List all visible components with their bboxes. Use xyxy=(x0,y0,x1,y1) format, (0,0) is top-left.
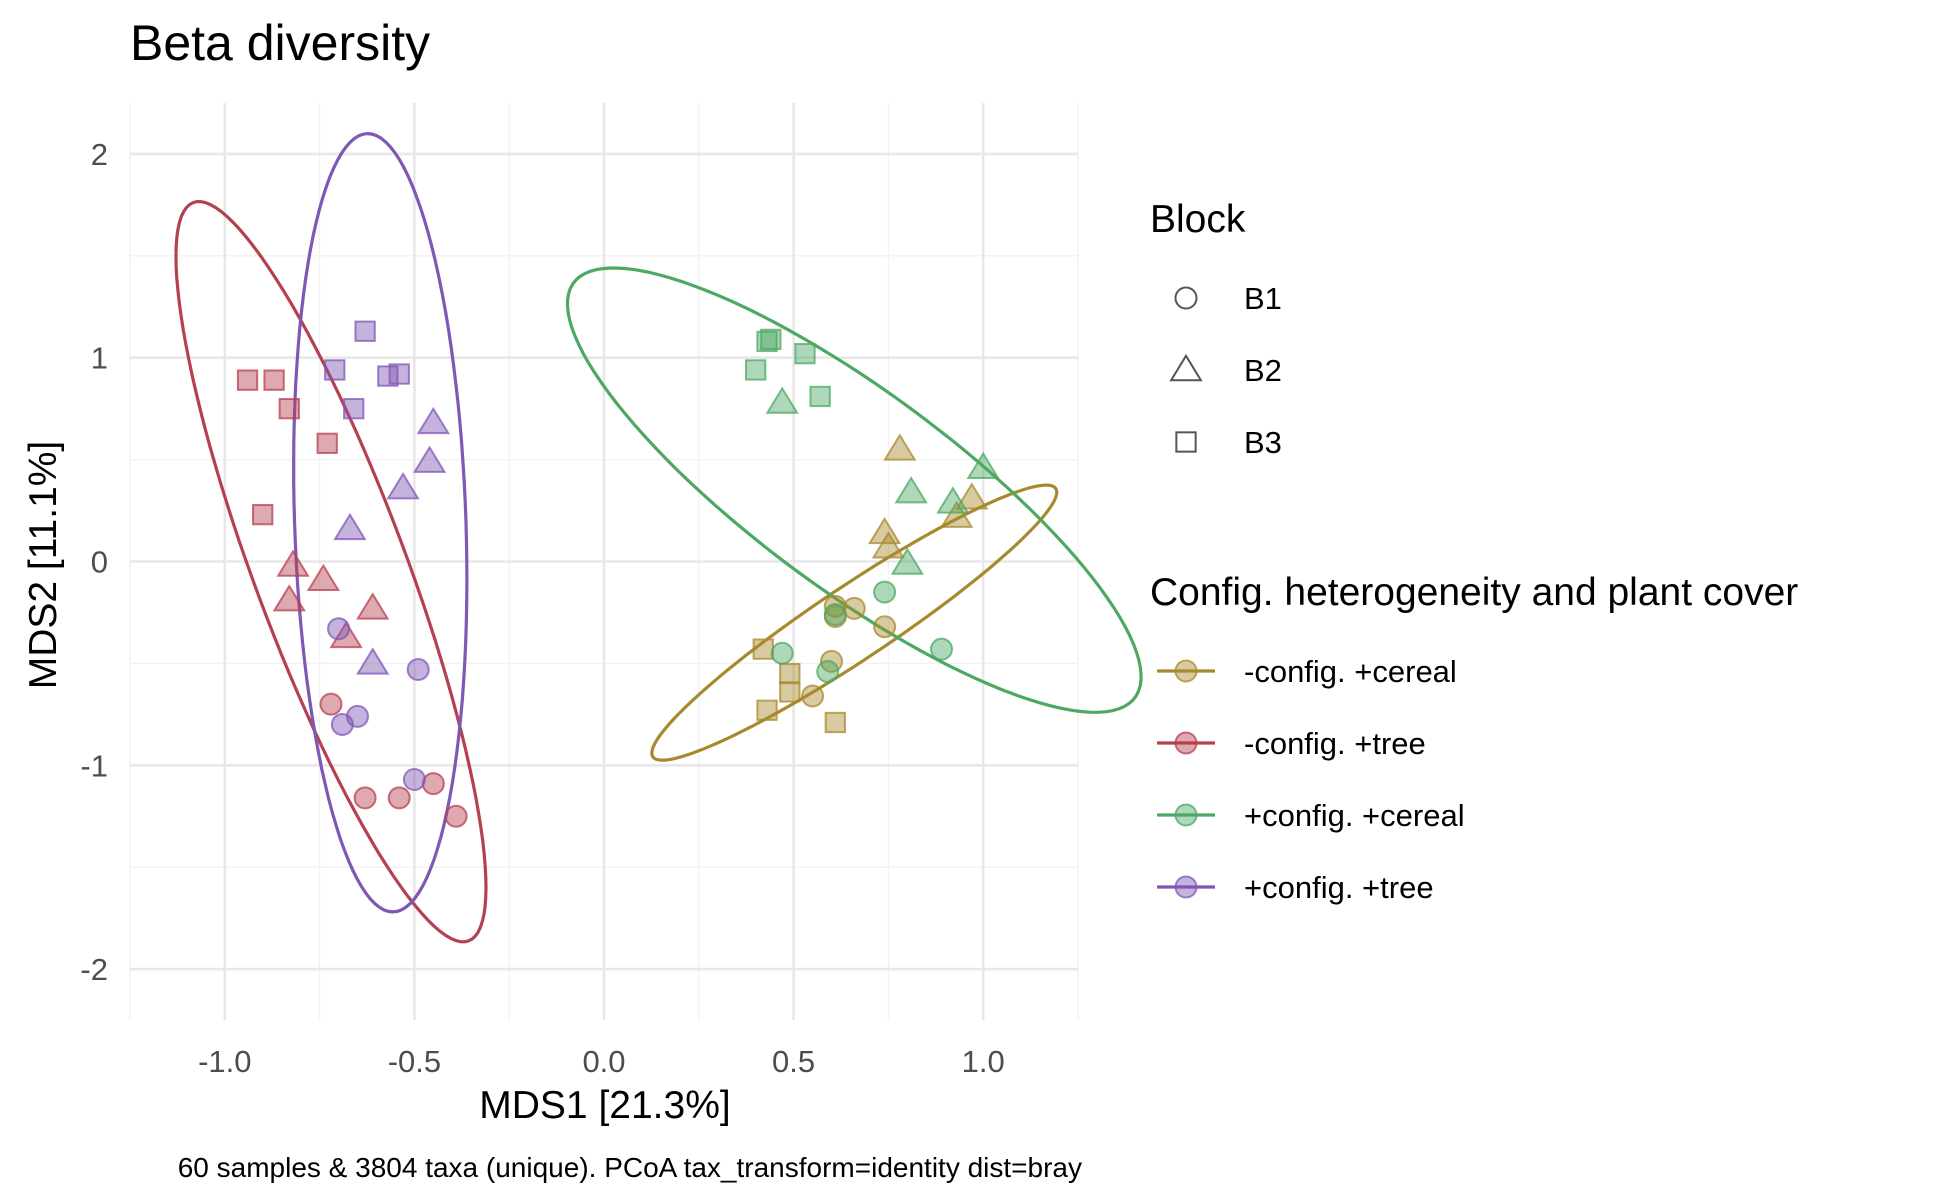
legend-key-triangle xyxy=(1169,353,1203,382)
data-point xyxy=(327,617,351,641)
data-point xyxy=(779,681,801,703)
y-tick-label: -2 xyxy=(80,952,108,987)
data-point xyxy=(756,699,778,721)
confidence-ellipse xyxy=(650,483,1059,762)
data-point xyxy=(353,786,377,810)
x-tick-label: -1.0 xyxy=(198,1044,251,1079)
data-point xyxy=(966,451,1000,479)
legend-config: Config. heterogeneity and plant cover -c… xyxy=(1150,571,1798,905)
data-point xyxy=(387,786,411,810)
data-point xyxy=(816,660,840,684)
data-point xyxy=(319,692,343,716)
data-point xyxy=(939,500,974,528)
chart-title: Beta diversity xyxy=(130,15,430,71)
legend-label: -config. +tree xyxy=(1244,726,1426,761)
y-axis-ticks: -2 -1 0 1 2 xyxy=(80,137,108,987)
legend-block: Block B1 B2 B3 xyxy=(1150,198,1282,460)
data-point xyxy=(386,472,420,500)
data-point xyxy=(955,482,989,510)
data-point xyxy=(333,512,367,541)
x-axis-label: MDS1 [21.3%] xyxy=(479,1084,730,1127)
data-point xyxy=(356,592,390,620)
data-point xyxy=(883,433,917,461)
data-point xyxy=(354,320,376,342)
chart-caption: 60 samples & 3804 taxa (unique). PCoA ta… xyxy=(178,1152,1082,1183)
legend-label: +config. +tree xyxy=(1244,870,1434,905)
data-point xyxy=(263,369,285,391)
x-tick-label: 0.0 xyxy=(582,1044,625,1079)
data-point xyxy=(236,369,259,391)
x-tick-label: 1.0 xyxy=(962,1044,1005,1079)
data-point xyxy=(801,684,825,708)
data-point xyxy=(343,398,365,420)
data-point xyxy=(276,549,310,577)
data-point xyxy=(873,580,897,604)
data-point xyxy=(929,637,953,661)
data-point xyxy=(765,386,799,414)
data-point xyxy=(752,638,774,660)
confidence-ellipse xyxy=(565,266,1143,714)
grid xyxy=(129,103,1079,1020)
y-tick-label: 2 xyxy=(91,137,108,172)
y-tick-label: -1 xyxy=(80,748,108,783)
legend-label: B2 xyxy=(1244,353,1282,388)
y-axis-label: MDS2 [11.1%] xyxy=(22,441,65,690)
data-point xyxy=(871,531,906,559)
data-point xyxy=(356,647,390,675)
data-point xyxy=(794,342,816,365)
legend-key-circle xyxy=(1174,803,1198,827)
data-point xyxy=(745,359,767,381)
legend-key-circle xyxy=(1174,286,1198,310)
legend-label: +config. +cereal xyxy=(1244,798,1465,833)
data-point xyxy=(412,445,447,473)
x-tick-label: -0.5 xyxy=(388,1044,441,1079)
data-point xyxy=(867,516,902,545)
data-point xyxy=(842,596,866,620)
data-point xyxy=(779,662,801,685)
data-point xyxy=(388,363,410,385)
data-point xyxy=(936,486,970,514)
data-point xyxy=(809,385,831,408)
data-point xyxy=(377,365,399,387)
data-point xyxy=(894,476,928,504)
x-axis-ticks: -1.0 -0.5 0.0 0.5 1.0 xyxy=(198,1044,1005,1079)
data-point xyxy=(406,658,430,682)
point-layer xyxy=(236,320,1000,828)
data-point xyxy=(272,584,306,612)
data-point xyxy=(421,772,445,796)
data-point xyxy=(278,398,300,420)
y-tick-label: 1 xyxy=(91,341,108,376)
legend-block-title: Block xyxy=(1150,198,1246,241)
data-point xyxy=(306,563,341,592)
confidence-ellipse xyxy=(292,131,469,914)
x-tick-label: 0.5 xyxy=(772,1044,815,1079)
data-point xyxy=(760,328,782,351)
data-point xyxy=(824,711,846,734)
ellipse-layer xyxy=(174,131,1143,944)
data-point xyxy=(890,547,925,575)
legend-key-circle xyxy=(1174,731,1198,755)
data-point xyxy=(252,503,274,526)
legend-label: B3 xyxy=(1244,425,1282,460)
legend-key-circle xyxy=(1174,659,1198,683)
legend-config-title: Config. heterogeneity and plant cover xyxy=(1150,571,1798,614)
data-point xyxy=(756,330,778,353)
data-point xyxy=(770,641,794,665)
data-point xyxy=(316,432,338,454)
y-tick-label: 0 xyxy=(91,545,108,580)
data-point xyxy=(324,359,346,381)
legend-label: B1 xyxy=(1244,281,1282,316)
data-point xyxy=(416,406,451,435)
data-point xyxy=(402,768,426,792)
data-point xyxy=(444,804,468,828)
legend-key-circle xyxy=(1174,875,1198,899)
data-point xyxy=(873,615,897,639)
legend-key-square xyxy=(1175,431,1197,453)
data-point xyxy=(823,602,847,626)
confidence-ellipse xyxy=(174,199,488,944)
data-point xyxy=(330,713,354,737)
legend-label: -config. +cereal xyxy=(1244,654,1457,689)
